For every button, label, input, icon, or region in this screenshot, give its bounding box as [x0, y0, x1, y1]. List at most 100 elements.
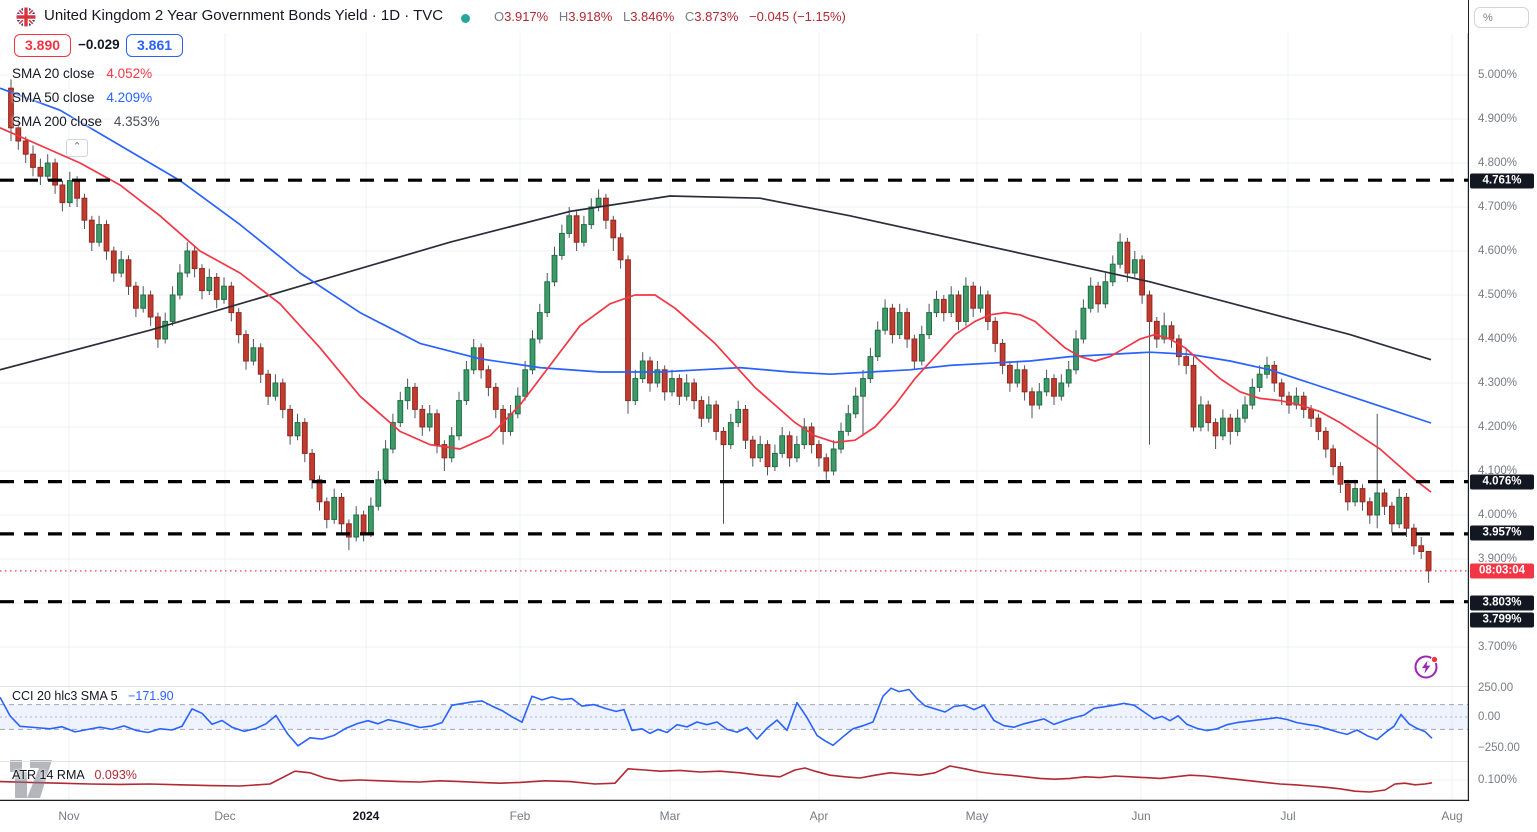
candle-body — [1043, 378, 1050, 393]
candle-body — [30, 153, 36, 168]
candle-body — [963, 285, 969, 322]
candle-body — [368, 505, 374, 534]
price-axis-label: 0.00 — [1478, 711, 1501, 723]
candle-body — [705, 404, 712, 419]
candle-body — [96, 224, 102, 243]
candle-body — [309, 452, 316, 481]
candle-body — [88, 219, 95, 243]
candle-body — [742, 408, 749, 441]
time-axis-label: May — [965, 809, 989, 823]
legend-sma50[interactable]: SMA 50 close 4.209% — [12, 90, 152, 110]
candle-body — [1117, 241, 1123, 265]
price-axis-label: 4.000% — [1478, 509, 1518, 521]
candle-body — [823, 457, 830, 472]
candle-body — [1102, 281, 1109, 305]
legend-sma20[interactable]: SMA 20 close 4.052% — [12, 66, 152, 86]
price-axis-label: 0.100% — [1478, 774, 1518, 786]
ohlc-values: O3.917% H3.918% L3.846% C3.873% −0.045 (… — [494, 9, 846, 24]
candle-body — [353, 514, 360, 538]
candle-body — [1344, 483, 1351, 503]
chevron-up-icon[interactable]: ⌃ — [66, 139, 88, 157]
candle-body — [654, 369, 661, 384]
candle-body — [852, 395, 859, 415]
market-status-icon[interactable] — [461, 14, 470, 23]
sma200-value: 4.353% — [113, 114, 160, 129]
candle-body — [757, 444, 764, 459]
candle-body — [74, 180, 80, 199]
candle-body — [360, 514, 367, 534]
candle-body — [551, 254, 558, 283]
candle-body — [1425, 551, 1432, 572]
time-axis-label: Jul — [1280, 809, 1296, 823]
candle-body — [162, 320, 169, 340]
symbol-title[interactable]: United Kingdom 2 Year Government Bonds Y… — [44, 7, 444, 24]
price-axis[interactable]: 5.000% 4.900% 4.800% 4.700% 4.600% 4.500% 4.40… — [1469, 0, 1537, 800]
candle-body — [779, 435, 786, 454]
legend-atr[interactable]: ATR 14 RMA 0.093% — [12, 768, 137, 782]
price-axis-label: 4.600% — [1478, 245, 1518, 257]
time-axis-label: Aug — [1441, 809, 1463, 823]
candle-body — [412, 386, 418, 410]
candle-body — [727, 422, 734, 446]
candle-body — [1286, 395, 1292, 406]
candle-body — [1234, 417, 1241, 432]
candle-body — [1300, 395, 1307, 410]
candle-body — [1161, 325, 1168, 340]
atr-line — [0, 765, 1433, 793]
candle-body — [882, 307, 889, 331]
candle-body — [8, 87, 14, 129]
flash-alert-button[interactable] — [1413, 653, 1441, 681]
candle-body — [1220, 417, 1226, 437]
candle-body — [874, 329, 881, 358]
candle-body — [566, 215, 573, 234]
high-value: 3.918% — [568, 9, 613, 24]
candle-body — [632, 378, 639, 402]
candle-body — [456, 400, 462, 437]
legend-sma200[interactable]: SMA 200 close 4.353% — [12, 114, 160, 134]
candle-body — [1337, 466, 1344, 485]
candle-body — [735, 408, 742, 424]
candle-body — [272, 382, 279, 397]
time-axis-label: Jun — [1131, 809, 1151, 823]
candle-body — [419, 408, 426, 428]
candle-body — [265, 373, 272, 397]
candle-body — [1403, 496, 1410, 529]
candle-body — [81, 197, 88, 221]
sma20-value: 4.052% — [106, 66, 153, 81]
candle-body — [845, 413, 852, 432]
price-axis-label: 3.700% — [1478, 641, 1518, 653]
open-value: 3.917% — [504, 9, 549, 24]
price-unit-button[interactable]: % — [1474, 7, 1529, 28]
candle-body — [1058, 382, 1065, 397]
candle-body — [676, 378, 683, 397]
candle-body — [1227, 417, 1234, 432]
candle-body — [970, 285, 977, 309]
candle-body — [382, 448, 389, 481]
legend-cci[interactable]: CCI 20 hlc3 SMA 5 −171.90 — [12, 689, 174, 703]
price-axis-label: 250.00 — [1478, 682, 1514, 694]
candle-body — [1087, 285, 1094, 309]
price-axis-label: −250.00 — [1478, 742, 1520, 754]
price-axis-label: 4.100% — [1478, 465, 1518, 477]
buy-price-button[interactable]: 3.861 — [126, 34, 184, 57]
countdown-tag: 08:03:04 — [1470, 563, 1534, 579]
candle-body — [434, 413, 440, 446]
price-level-tag: 3.799% — [1470, 612, 1534, 628]
change-value: −0.045 (−1.15%) — [749, 9, 846, 24]
sma20-name: SMA 20 close — [12, 66, 95, 81]
candle-body — [536, 312, 543, 340]
candle-body — [683, 382, 690, 397]
candle-body — [492, 386, 499, 410]
candle-body — [103, 224, 110, 252]
sell-price-button[interactable]: 3.890 — [14, 34, 72, 57]
atr-value: 0.093% — [94, 768, 137, 782]
candle-body — [133, 285, 139, 309]
time-axis-label: 2024 — [352, 809, 380, 823]
cci-line — [0, 687, 1433, 747]
candle-body — [331, 496, 338, 520]
candle-body — [147, 294, 154, 318]
candle-body — [287, 408, 294, 437]
candle-body — [375, 479, 382, 507]
time-axis[interactable]: Nov Dec 2024 Feb Mar Apr May Jun Jul Aug — [0, 801, 1537, 832]
